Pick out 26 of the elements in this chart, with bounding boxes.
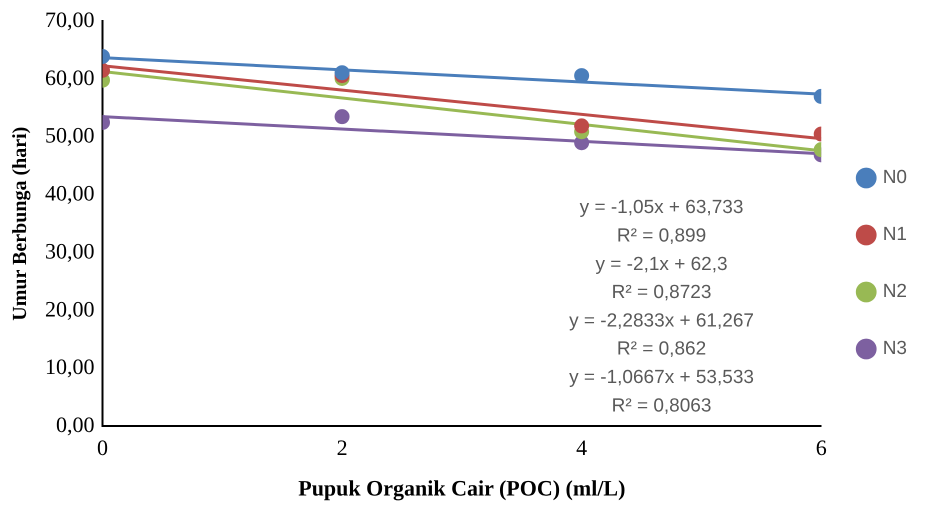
annotation: y = -2,1x + 62,3 <box>596 254 728 275</box>
annotation: y = -1,05x + 63,733 <box>580 197 744 218</box>
legend-label: N1 <box>882 224 908 246</box>
legend-label: N2 <box>882 281 908 302</box>
annotation: y = -2,2833x + 61,267 <box>569 310 754 332</box>
y-tick-label: 40,00 <box>45 180 94 206</box>
x-axis-title: Pupuk Organik Cair (POC) (ml/L) <box>298 475 626 500</box>
x-tick-label: 4 <box>576 435 588 460</box>
annotation: R² = 0,8723 <box>612 282 712 304</box>
legend-label: N0 <box>882 167 908 188</box>
annotation: R² = 0,899 <box>616 226 706 247</box>
annotation: R² = 0,8063 <box>612 395 712 416</box>
y-tick-label: 10,00 <box>45 354 94 380</box>
y-tick-label: 70,00 <box>45 6 94 32</box>
x-tick-label: 6 <box>816 435 827 460</box>
y-tick-label: 60,00 <box>45 64 94 90</box>
y-tick-label: 50,00 <box>45 122 94 148</box>
annotation: R² = 0,862 <box>616 338 706 360</box>
x-tick-label: 2 <box>336 435 348 460</box>
x-tick-label: 0 <box>97 435 108 460</box>
y-axis-title: Umur Berbunga (hari) <box>9 126 32 321</box>
y-tick-label: 30,00 <box>45 238 94 264</box>
y-tick-label: 20,00 <box>45 296 94 322</box>
legend-label: N3 <box>882 338 908 360</box>
y-tick-label: 0,00 <box>56 412 94 437</box>
annotation: y = -1,0667x + 53,533 <box>569 367 754 388</box>
